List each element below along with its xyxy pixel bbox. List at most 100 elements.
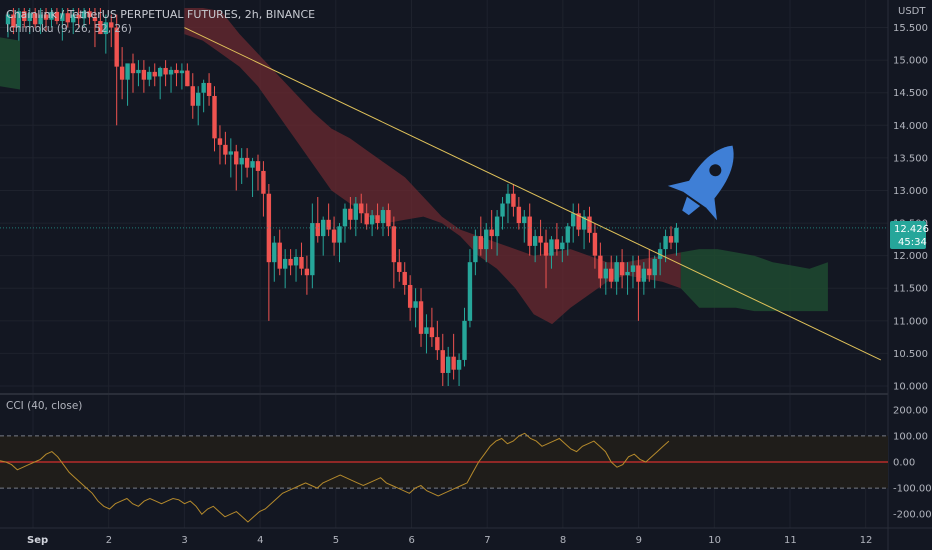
candle-body xyxy=(71,14,76,23)
cci-axis[interactable]: 200.00 100.00 0.00 -100.00 -200.00 xyxy=(893,405,932,520)
candle-body xyxy=(614,262,619,282)
candle-body xyxy=(315,223,320,237)
time-tick-label: 2 xyxy=(106,535,112,546)
candle-body xyxy=(27,13,32,22)
candle-body xyxy=(413,301,418,308)
candle-body xyxy=(418,301,424,334)
candle-body xyxy=(190,86,195,106)
candle-body xyxy=(196,92,201,106)
candle-body xyxy=(223,144,228,155)
candle-body xyxy=(348,208,353,220)
candle-body xyxy=(560,242,565,250)
candle-body xyxy=(60,13,65,22)
candle-body xyxy=(386,210,391,227)
candle-body xyxy=(277,242,282,269)
candle-body xyxy=(532,236,538,246)
price-tick-label: 13.500 xyxy=(893,153,928,164)
time-tick-label: 5 xyxy=(333,535,339,546)
time-tick-label: 4 xyxy=(257,535,263,546)
candle-body xyxy=(5,14,11,25)
candle-body xyxy=(114,27,119,67)
time-tick-label: 8 xyxy=(560,535,566,546)
price-tick-label: 11.000 xyxy=(893,316,928,327)
candle-body xyxy=(522,216,527,224)
price-tick-label: 14.500 xyxy=(893,88,928,99)
candle-body xyxy=(359,203,364,214)
cci-pane xyxy=(0,432,888,523)
price-axis[interactable]: USDT 15.500 15.000 14.500 14.000 13.500 13.00… xyxy=(893,6,928,393)
candle-body xyxy=(92,17,98,22)
time-tick-label: Sep xyxy=(27,535,48,546)
candle-body xyxy=(636,265,641,282)
candle-body xyxy=(11,14,16,28)
candle-body xyxy=(429,327,435,338)
candle-body xyxy=(549,239,554,256)
candle-body xyxy=(217,138,223,145)
candle-body xyxy=(310,223,315,276)
time-tick-label: 10 xyxy=(708,535,721,546)
time-tick-label: 7 xyxy=(484,535,490,546)
price-tick-label: 15.000 xyxy=(893,56,928,67)
candle-body xyxy=(16,11,22,28)
candle-body xyxy=(456,359,462,370)
candle-body xyxy=(543,242,549,256)
candle-body xyxy=(32,13,38,25)
candle-body xyxy=(467,262,473,321)
candle-body xyxy=(266,193,272,263)
candle-body xyxy=(54,11,60,22)
candle-body xyxy=(397,262,402,272)
candle-body xyxy=(402,271,407,285)
candle-body xyxy=(364,213,369,225)
candle-body xyxy=(641,268,647,282)
candle-body xyxy=(125,63,130,80)
candle-body xyxy=(337,226,342,243)
candle-body xyxy=(500,203,505,217)
candle-body xyxy=(255,161,261,171)
candle-body xyxy=(43,14,49,20)
candle-body xyxy=(609,268,614,282)
candle-body xyxy=(136,69,141,74)
candle-body xyxy=(570,213,576,227)
price-tick-label: 12.000 xyxy=(893,251,928,262)
candle-body xyxy=(603,268,609,279)
candle-body xyxy=(250,161,255,168)
cci-label[interactable]: CCI (40, close) xyxy=(6,400,83,412)
candle-body xyxy=(282,258,288,269)
chart-title[interactable]: Chainlink / TetherUS PERPETUAL FUTURES, … xyxy=(6,8,316,21)
candle-body xyxy=(647,268,652,276)
candle-body xyxy=(391,226,397,263)
candle-body xyxy=(331,229,337,243)
candle-body xyxy=(652,258,657,276)
candle-body xyxy=(185,70,190,87)
candle-body xyxy=(76,14,81,19)
time-tick-label: 11 xyxy=(784,535,797,546)
candle-body xyxy=(424,327,429,334)
candle-body xyxy=(321,219,326,237)
candle-body xyxy=(38,14,43,25)
candle-body xyxy=(234,151,239,165)
candle-body xyxy=(141,69,147,80)
cloud-bullish-left xyxy=(0,37,20,90)
price-badge-value: 12.426 xyxy=(894,224,929,235)
cci-tick-label: 0.00 xyxy=(893,458,915,469)
candle-body xyxy=(375,215,380,224)
candle-body xyxy=(22,11,27,22)
price-tick-label: 11.500 xyxy=(893,284,928,295)
candle-body xyxy=(130,63,136,74)
ichimoku-label[interactable]: Ichimoku (9, 26, 52, 26) xyxy=(6,23,132,35)
trendline[interactable] xyxy=(184,27,882,361)
candle-body xyxy=(244,157,250,168)
candle-body xyxy=(272,242,277,263)
candlestick-series xyxy=(5,8,679,386)
candle-body xyxy=(576,213,581,230)
candle-body xyxy=(212,95,217,139)
candle-body xyxy=(674,227,679,243)
cci-tick-label: -200.00 xyxy=(893,510,932,521)
candle-body xyxy=(484,229,489,250)
time-axis[interactable]: Sep 2 3 4 5 6 7 8 9 10 11 12 xyxy=(27,535,872,546)
candle-body xyxy=(445,356,451,373)
candle-body xyxy=(440,350,445,373)
candle-body xyxy=(174,69,179,74)
candle-body xyxy=(630,265,636,272)
